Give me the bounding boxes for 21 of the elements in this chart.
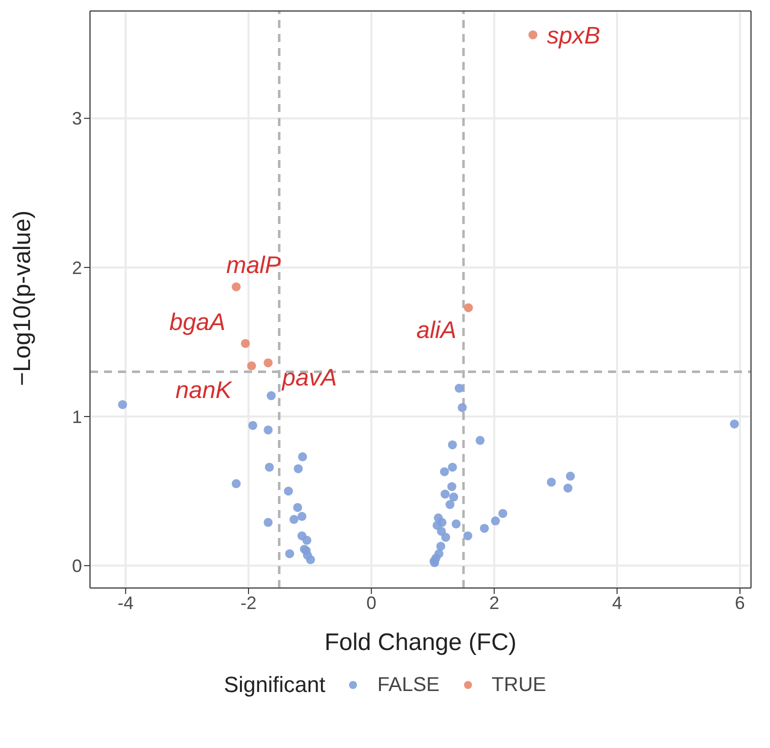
- annotation: aliA: [416, 317, 456, 344]
- x-tick-label: 2: [489, 592, 500, 613]
- x-tick-label: 6: [734, 592, 745, 613]
- x-tick-label: 0: [366, 592, 376, 613]
- y-tick-label: 3: [72, 108, 82, 129]
- legend-label: FALSE: [377, 674, 440, 696]
- y-axis-title: −Log10(p-value): [8, 209, 37, 388]
- x-axis-title: Fold Change (FC): [324, 629, 517, 656]
- y-tick-label: 1: [72, 406, 82, 427]
- legend-title: Significant: [224, 672, 326, 698]
- annotation: nanK: [176, 377, 233, 404]
- x-tick-label: -4: [118, 592, 134, 613]
- y-tick-label: 0: [72, 556, 82, 576]
- annotation: spxB: [546, 22, 600, 50]
- y-tick-label: 2: [72, 258, 82, 278]
- x-tick-label: 4: [612, 592, 622, 613]
- annotation: malP: [226, 252, 281, 280]
- annotation: pavA: [281, 364, 337, 392]
- x-tick-label: -2: [240, 592, 256, 613]
- legend-label: TRUE: [492, 674, 546, 696]
- annotation: bgaA: [169, 308, 226, 336]
